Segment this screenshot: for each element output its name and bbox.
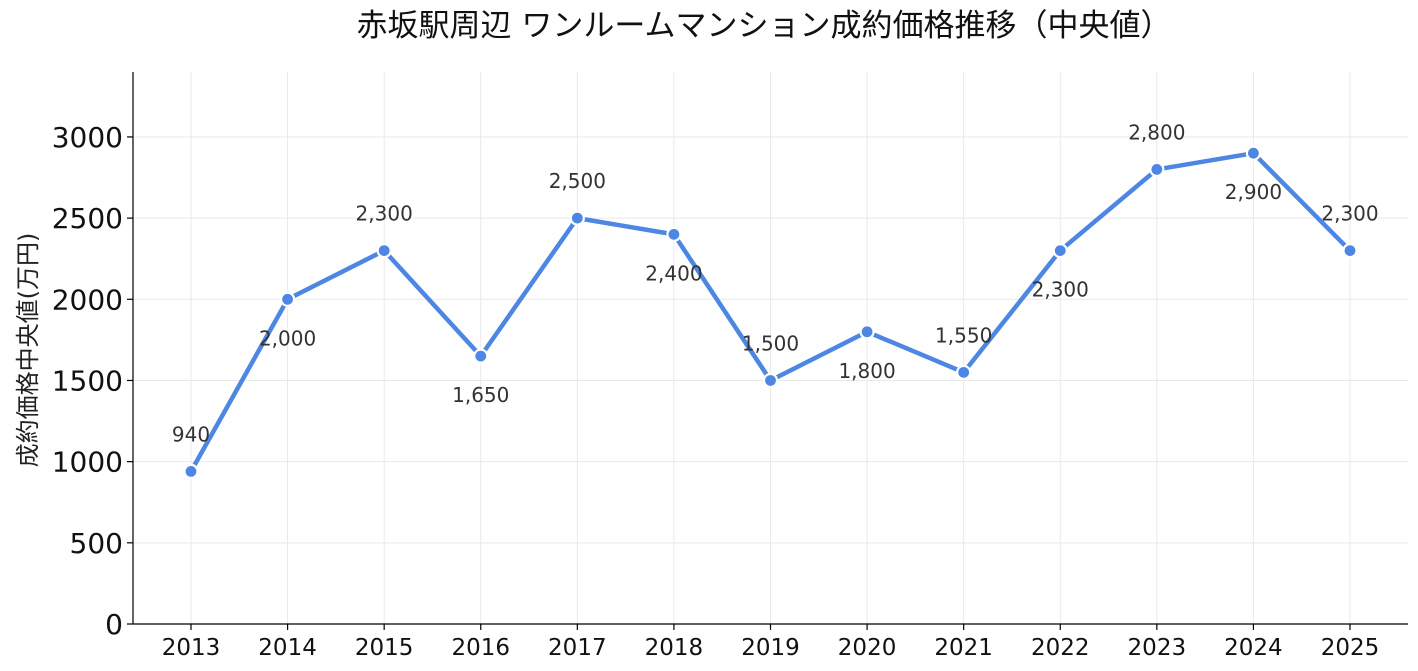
y-tick-label: 1500: [52, 364, 123, 397]
data-point: [279, 291, 296, 307]
data-labels: 940 2,000 2,300 1,650 2,500 2,400 1,500 1,800 1,…: [172, 120, 1379, 446]
y-tick-label: 2500: [52, 202, 123, 235]
data-label: 2,800: [1128, 120, 1185, 144]
data-point: [569, 210, 585, 226]
data-point: [762, 372, 779, 389]
data-point: [1342, 242, 1358, 259]
data-point: [183, 463, 199, 479]
y-tick-label: 2000: [52, 283, 123, 316]
x-tick-label: 2023: [1128, 635, 1187, 661]
x-axis-ticks: 2013 2014 2015 2016 2017 2018 2019 2020 2021 2022…: [162, 624, 1380, 661]
y-tick-label: 500: [70, 527, 123, 560]
x-tick-label: 2016: [451, 635, 510, 661]
chart-title: 赤坂駅周辺 ワンルームマンション成約価格推移（中央値）: [357, 8, 1172, 44]
data-label: 1,550: [935, 323, 992, 347]
data-point: [956, 364, 972, 380]
x-tick-label: 2018: [645, 635, 704, 661]
data-label: 2,500: [549, 169, 606, 193]
data-label: 2,300: [1321, 202, 1378, 226]
y-tick-label: 1000: [52, 446, 123, 479]
x-tick-label: 2014: [258, 635, 317, 661]
x-tick-label: 2021: [934, 635, 993, 661]
x-tick-label: 2025: [1321, 635, 1380, 661]
x-tick-label: 2013: [162, 635, 221, 661]
data-point: [859, 324, 875, 340]
data-label: 1,800: [838, 359, 895, 383]
data-label: 2,000: [259, 326, 316, 350]
data-point: [666, 226, 682, 242]
data-label: 2,400: [645, 261, 702, 285]
x-tick-label: 2022: [1031, 635, 1090, 661]
data-point: [1245, 145, 1262, 161]
grid-lines: [133, 72, 1408, 625]
data-label: 940: [172, 422, 210, 446]
data-label: 1,650: [452, 383, 509, 407]
series-points: [183, 145, 1358, 479]
y-tick-label: 3000: [52, 121, 123, 154]
x-tick-label: 2015: [355, 635, 414, 661]
data-label: 1,500: [742, 331, 799, 355]
data-label: 2,300: [356, 202, 413, 226]
data-point: [1149, 161, 1165, 178]
data-point: [376, 242, 392, 259]
data-point: [1052, 242, 1068, 259]
x-tick-label: 2019: [741, 635, 800, 661]
data-label: 2,900: [1225, 180, 1282, 204]
data-label: 2,300: [1032, 278, 1089, 302]
x-tick-label: 2017: [548, 635, 607, 661]
y-tick-label: 0: [105, 608, 123, 641]
y-axis-ticks: 0 500 1000 1500 2000 2500 3000: [52, 121, 133, 641]
y-axis-label: 成約価格中央値(万円): [14, 233, 42, 468]
x-tick-label: 2020: [838, 635, 897, 661]
x-tick-label: 2024: [1224, 635, 1283, 661]
data-point: [473, 348, 489, 364]
